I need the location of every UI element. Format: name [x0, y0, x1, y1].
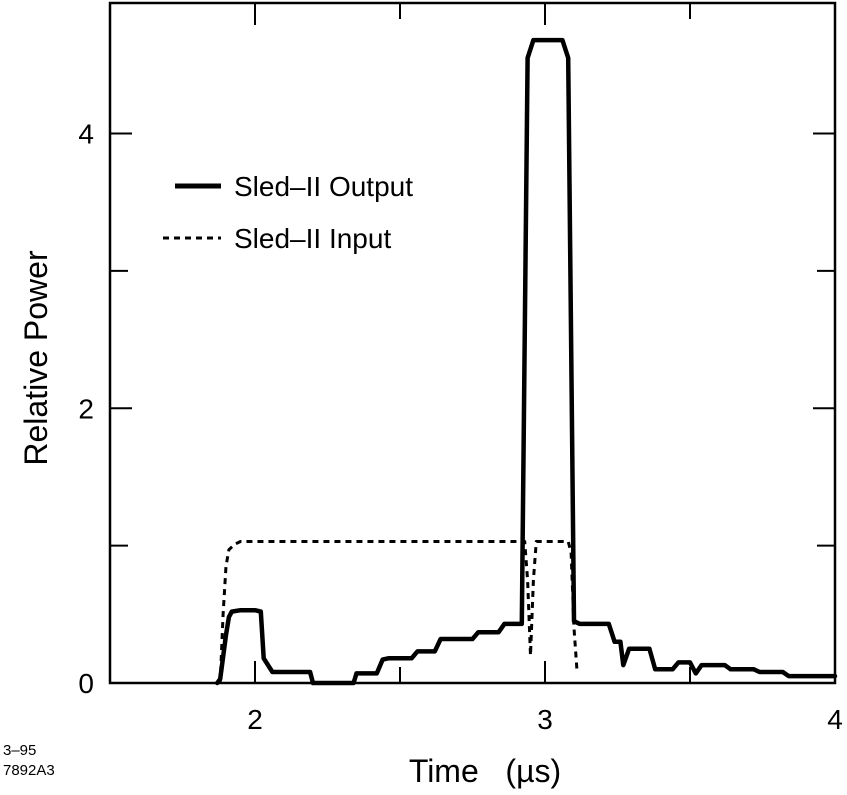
- x-tick-label: 4: [827, 704, 843, 735]
- legend: Sled–II Output Sled–II Input: [163, 171, 413, 254]
- y-tick-label: 0: [78, 668, 94, 699]
- legend-input-label: Sled–II Input: [234, 223, 391, 254]
- axis-ticks: [110, 3, 836, 684]
- y-axis-title: Relative Power: [18, 250, 54, 466]
- x-tick-label: 2: [247, 704, 263, 735]
- x-axis-title: Time (µs): [409, 753, 561, 789]
- series-line-sled-output: [215, 37, 838, 686]
- tick-labels: 2 3 4 0 2 4: [78, 119, 842, 735]
- plot-frame: [108, 1, 837, 685]
- series-layer: [215, 37, 838, 686]
- y-tick-label: 2: [78, 393, 94, 424]
- legend-output-label: Sled–II Output: [234, 171, 413, 202]
- x-tick-label: 3: [537, 704, 553, 735]
- y-tick-label: 4: [78, 119, 94, 150]
- figure-id-number: 7892A3: [3, 762, 55, 779]
- series-line-sled-input: [218, 540, 579, 684]
- figure-id-date: 3–95: [3, 742, 36, 759]
